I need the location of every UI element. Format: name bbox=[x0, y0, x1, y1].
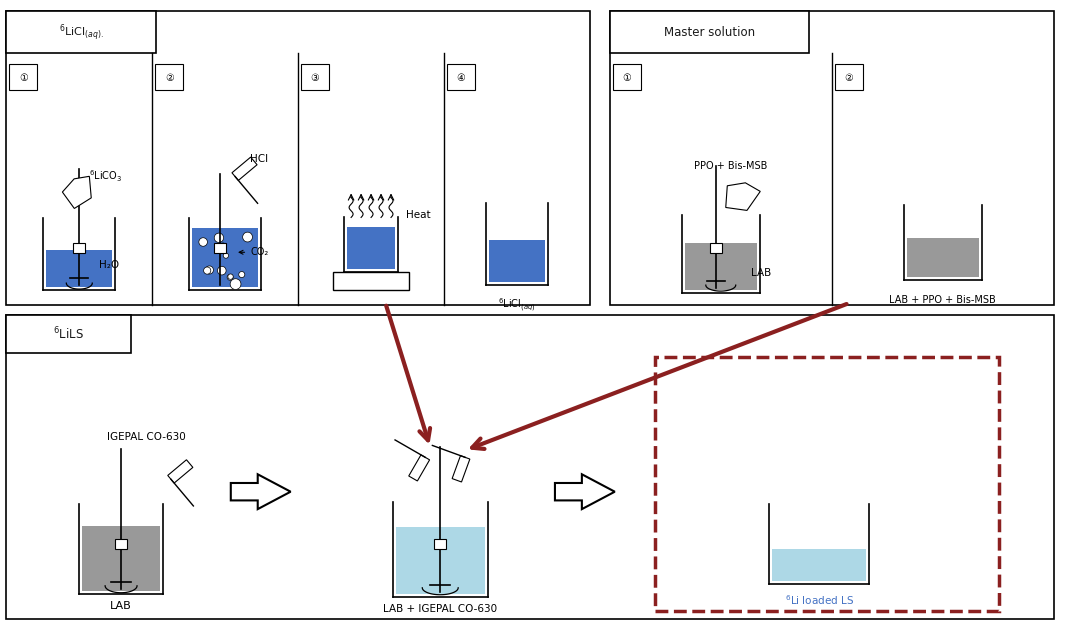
Polygon shape bbox=[555, 474, 615, 509]
Bar bbox=[447, 64, 475, 90]
Text: LAB + IGEPAL CO-630: LAB + IGEPAL CO-630 bbox=[383, 604, 497, 614]
Circle shape bbox=[224, 253, 229, 258]
Text: Master solution: Master solution bbox=[663, 26, 755, 39]
Bar bbox=[6, 315, 131, 353]
Bar bbox=[6, 315, 1053, 619]
Circle shape bbox=[228, 274, 233, 279]
Bar bbox=[301, 64, 329, 90]
Circle shape bbox=[227, 274, 233, 280]
Circle shape bbox=[217, 266, 226, 275]
Bar bbox=[73, 243, 85, 253]
Polygon shape bbox=[409, 455, 429, 481]
Bar bbox=[435, 539, 446, 549]
Text: ②: ② bbox=[165, 73, 174, 83]
Bar bbox=[47, 250, 112, 287]
Text: CO₂: CO₂ bbox=[240, 248, 268, 258]
Bar bbox=[115, 539, 127, 549]
Text: ③: ③ bbox=[311, 73, 319, 83]
Bar bbox=[610, 11, 809, 53]
Bar bbox=[709, 242, 722, 252]
Text: $^6$LiCl$_{(aq)}$: $^6$LiCl$_{(aq)}$ bbox=[498, 297, 536, 314]
Bar bbox=[612, 64, 641, 90]
Polygon shape bbox=[232, 157, 257, 181]
Bar bbox=[489, 241, 545, 282]
Text: H₂O: H₂O bbox=[99, 260, 119, 270]
Bar bbox=[396, 527, 485, 594]
Bar bbox=[10, 64, 37, 90]
Text: ①: ① bbox=[19, 73, 28, 83]
Polygon shape bbox=[231, 474, 291, 509]
Text: $^6$Li loaded LS: $^6$Li loaded LS bbox=[785, 593, 854, 607]
Text: Heat: Heat bbox=[406, 211, 430, 221]
Bar bbox=[6, 11, 155, 53]
Text: $^6$LiLS: $^6$LiLS bbox=[53, 326, 84, 342]
Bar bbox=[685, 243, 756, 290]
Circle shape bbox=[219, 243, 226, 249]
Bar bbox=[610, 11, 1053, 305]
Polygon shape bbox=[453, 456, 470, 482]
Bar bbox=[346, 228, 395, 269]
Text: LAB: LAB bbox=[751, 268, 771, 278]
Polygon shape bbox=[725, 182, 760, 211]
Text: $^6$LiCl$_{(aq).}$: $^6$LiCl$_{(aq).}$ bbox=[59, 22, 103, 42]
Bar bbox=[82, 526, 161, 591]
Circle shape bbox=[243, 232, 252, 242]
Text: $^6$LiCO$_3$: $^6$LiCO$_3$ bbox=[89, 168, 122, 184]
Circle shape bbox=[230, 279, 241, 289]
Circle shape bbox=[206, 266, 213, 274]
Bar bbox=[333, 272, 409, 290]
Circle shape bbox=[203, 267, 211, 274]
Bar bbox=[906, 238, 979, 277]
Bar bbox=[655, 357, 999, 611]
Circle shape bbox=[214, 233, 224, 242]
Bar bbox=[193, 228, 258, 287]
Text: LAB + PPO + Bis-MSB: LAB + PPO + Bis-MSB bbox=[889, 295, 996, 305]
Polygon shape bbox=[63, 176, 92, 209]
Bar bbox=[772, 549, 866, 581]
Bar bbox=[214, 243, 226, 253]
Bar bbox=[6, 11, 590, 305]
Text: HCl: HCl bbox=[250, 154, 268, 164]
Text: ②: ② bbox=[845, 73, 853, 83]
Text: LAB: LAB bbox=[110, 601, 132, 611]
Circle shape bbox=[239, 271, 245, 278]
Text: PPO + Bis-MSB: PPO + Bis-MSB bbox=[694, 161, 768, 171]
Text: ①: ① bbox=[622, 73, 632, 83]
Text: ④: ④ bbox=[457, 73, 465, 83]
Bar bbox=[835, 64, 863, 90]
Bar bbox=[155, 64, 183, 90]
Polygon shape bbox=[168, 460, 193, 483]
Text: IGEPAL CO-630: IGEPAL CO-630 bbox=[106, 432, 185, 442]
Circle shape bbox=[199, 238, 208, 246]
